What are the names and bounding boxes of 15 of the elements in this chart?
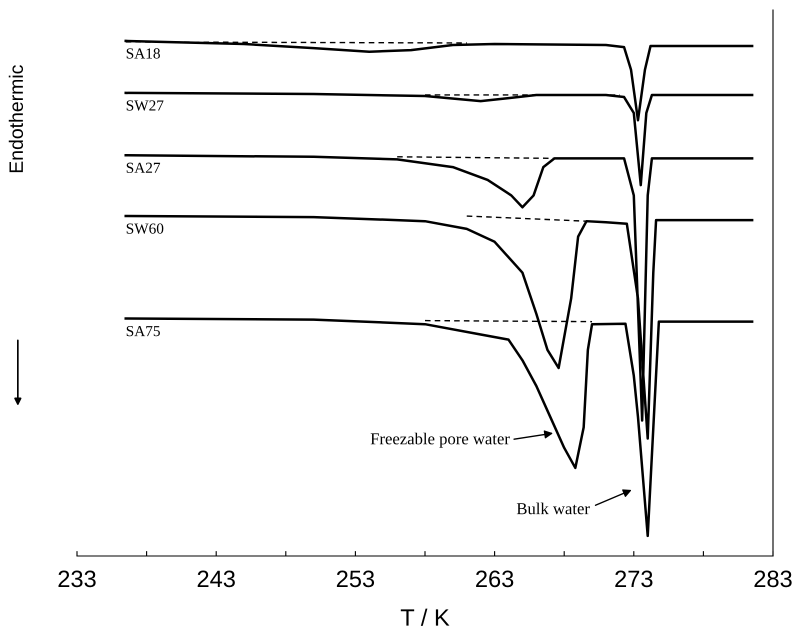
series-label: SW60: [126, 223, 164, 234]
x-tick-label: 253: [336, 570, 374, 588]
x-tick-label: 233: [58, 570, 96, 588]
series-label: SA18: [126, 48, 160, 59]
annotation: Freezable pore water: [370, 432, 510, 448]
y-axis-title: Endothermic: [8, 65, 24, 172]
x-tick-label: 243: [198, 570, 235, 588]
series-label: SW27: [126, 100, 164, 111]
x-axis-title: T / K: [400, 608, 450, 626]
annotation: Bulk water: [516, 502, 590, 514]
x-tick-label: 263: [476, 570, 514, 588]
series-label: SA27: [126, 162, 160, 173]
x-tick-label: 283: [754, 570, 792, 588]
series-label: SA75: [126, 326, 160, 336]
x-tick-label: 273: [615, 570, 652, 588]
